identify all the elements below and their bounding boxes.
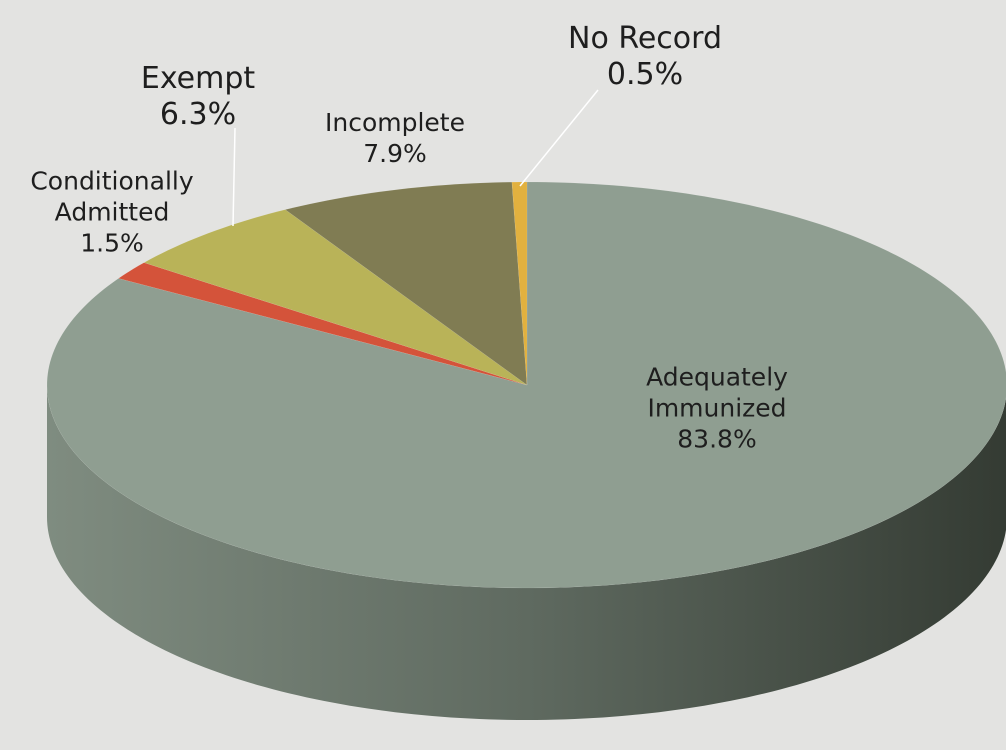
slice-label: Adequately Immunized 83.8% [607,362,827,455]
category-label: Exempt [140,61,256,96]
slice-label: No Record 0.5% [535,21,755,93]
category-label: Conditionally Admitted [30,166,194,227]
slice-label: Conditionally Admitted 1.5% [2,166,222,259]
slice [117,262,528,386]
slice-label: Incomplete 7.9% [285,107,505,169]
category-label: No Record [568,21,722,56]
category-label: Incomplete [325,108,465,137]
slice [284,181,528,386]
value-label: 0.5% [606,57,684,92]
value-label: 7.9% [363,139,427,168]
category-label: Adequately Immunized [646,362,788,423]
slice [143,209,528,386]
value-label: 83.8% [677,424,757,454]
slice-label: Exempt 6.3% [98,61,298,133]
slice [46,181,1006,589]
value-label: 6.3% [159,97,237,132]
slice [511,181,528,386]
slice-side [47,385,1006,720]
leader-line [519,89,599,187]
leader-line [232,127,236,227]
value-label: 1.5% [80,228,144,258]
